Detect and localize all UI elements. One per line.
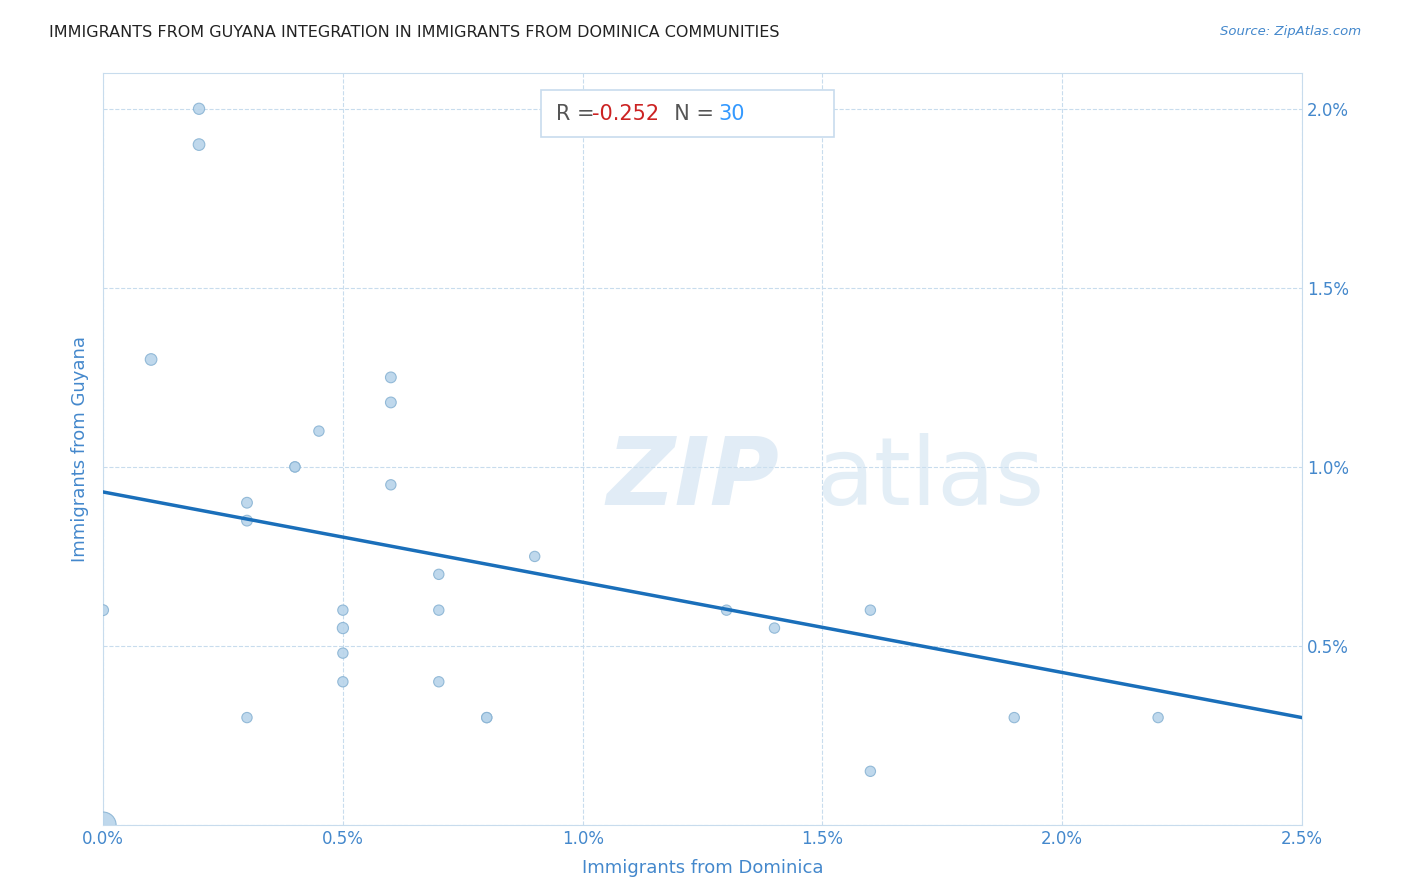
Point	[427, 603, 450, 617]
Text: R =: R =	[557, 103, 602, 124]
Point	[716, 603, 738, 617]
Point	[91, 818, 114, 832]
Point	[139, 352, 162, 367]
Y-axis label: Immigrants from Guyana: Immigrants from Guyana	[72, 336, 89, 562]
Point	[284, 459, 307, 474]
Point	[427, 567, 450, 582]
Point	[380, 370, 402, 384]
Point	[332, 674, 354, 689]
Point	[427, 674, 450, 689]
Point	[284, 459, 307, 474]
Point	[332, 646, 354, 660]
Point	[380, 395, 402, 409]
Text: 30: 30	[718, 103, 745, 124]
Point	[332, 603, 354, 617]
Point	[308, 424, 330, 438]
Point	[859, 764, 882, 779]
Point	[1002, 710, 1025, 724]
Text: -0.252: -0.252	[592, 103, 659, 124]
Point	[523, 549, 546, 564]
Text: Source: ZipAtlas.com: Source: ZipAtlas.com	[1220, 25, 1361, 38]
Point	[332, 621, 354, 635]
Point	[188, 137, 211, 152]
X-axis label: Immigrants from Dominica: Immigrants from Dominica	[582, 859, 824, 877]
Text: atlas: atlas	[817, 434, 1045, 525]
Point	[236, 496, 259, 510]
Point	[380, 478, 402, 492]
FancyBboxPatch shape	[541, 90, 834, 136]
Text: ZIP: ZIP	[606, 434, 779, 525]
Text: N =: N =	[661, 103, 720, 124]
Point	[763, 621, 786, 635]
Point	[859, 603, 882, 617]
Point	[1147, 710, 1170, 724]
Point	[91, 603, 114, 617]
Text: IMMIGRANTS FROM GUYANA INTEGRATION IN IMMIGRANTS FROM DOMINICA COMMUNITIES: IMMIGRANTS FROM GUYANA INTEGRATION IN IM…	[49, 25, 780, 40]
Point	[475, 710, 498, 724]
Point	[236, 514, 259, 528]
Point	[236, 710, 259, 724]
Point	[475, 710, 498, 724]
Point	[188, 102, 211, 116]
